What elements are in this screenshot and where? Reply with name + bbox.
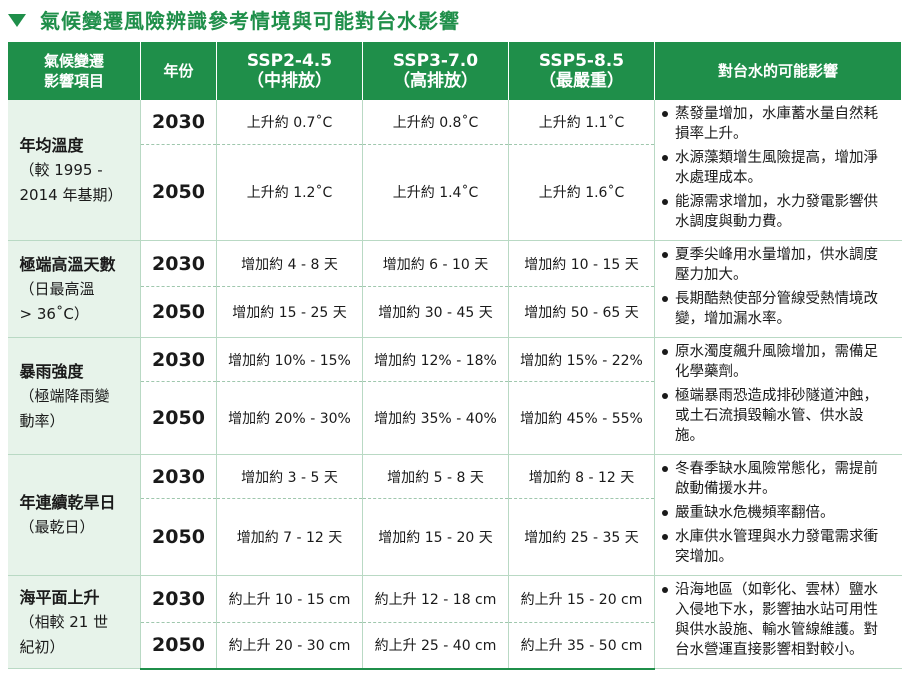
impact-item: 水源藻類增生風險提高，增加淨水處理成本。 [661, 148, 892, 188]
value-cell: 增加約 15 - 25 天 [216, 286, 363, 338]
value-cell: 約上升 35 - 50 cm [508, 622, 655, 670]
value-cell: 增加約 30 - 45 天 [362, 286, 509, 338]
item-cell: 海平面上升 （相較 21 世 紀初） [7, 575, 141, 669]
impact-cell: 原水濁度飆升風險增加，需備足化學藥劑。 極端暴雨恐造成排砂隧道沖蝕，或土石流損毀… [654, 337, 902, 455]
impact-cell: 夏季尖峰用水量增加，供水調度壓力加大。 長期酷熱使部分管線受熱情境改變，增加漏水… [654, 240, 902, 338]
header-ssp370: SSP3-7.0 （高排放） [362, 42, 509, 100]
impact-cell: 蒸發量增加，水庫蓄水量自然耗損率上升。 水源藻類增生風險提高，增加淨水處理成本。… [654, 100, 902, 241]
year-cell: 2030 [140, 100, 217, 145]
table-row: 2050 增加約 15 - 25 天 增加約 30 - 45 天 增加約 50 … [8, 286, 902, 338]
value-cell: 增加約 15% - 22% [508, 337, 655, 383]
impact-item: 能源需求增加，水力發電影響供水調度與動力費。 [661, 192, 892, 232]
value-cell: 增加約 45% - 55% [508, 381, 655, 455]
year-cell: 2050 [140, 622, 217, 670]
value-cell: 上升約 0.8˚C [362, 100, 509, 145]
value-cell: 增加約 6 - 10 天 [362, 240, 509, 288]
year-cell: 2050 [140, 144, 217, 242]
value-cell: 增加約 10 - 15 天 [508, 240, 655, 288]
table-row: 暴雨強度 （極端降雨變 動率） 2030 增加約 10% - 15% 增加約 1… [7, 337, 902, 455]
value-cell: 約上升 20 - 30 cm [216, 622, 363, 670]
impact-item: 原水濁度飆升風險增加，需備足化學藥劑。 [661, 342, 892, 382]
header-ssp245: SSP2-4.5 （中排放） [216, 42, 363, 100]
header-item: 氣候變遷 影響項目 [7, 42, 141, 100]
impact-item: 長期酷熱使部分管線受熱情境改變，增加漏水率。 [661, 289, 892, 329]
impact-item: 夏季尖峰用水量增加，供水調度壓力加大。 [661, 245, 892, 285]
header-ssp585: SSP5-8.5 （最嚴重） [508, 42, 655, 100]
year-cell: 2050 [140, 498, 217, 576]
item-cell: 年連續乾旱日 （最乾日） [7, 454, 141, 576]
year-cell: 2030 [140, 240, 217, 288]
impact-cell: 冬春季缺水風險常態化，需提前啟動備援水井。 嚴重缺水危機頻率翻倍。 水庫供水管理… [654, 454, 902, 576]
item-cell: 暴雨強度 （極端降雨變 動率） [7, 337, 141, 455]
year-cell: 2030 [140, 454, 217, 500]
page-title: 氣候變遷風險辨識參考情境與可能對台水影響 [40, 8, 460, 33]
header-year: 年份 [140, 42, 217, 100]
table-row: 年連續乾旱日 （最乾日） 2030 增加約 3 - 5 天 增加約 5 - 8 … [7, 454, 902, 576]
impact-item: 冬春季缺水風險常態化，需提前啟動備援水井。 [661, 459, 892, 499]
value-cell: 約上升 12 - 18 cm [362, 575, 509, 623]
table-row: 2050 增加約 7 - 12 天 增加約 15 - 20 天 增加約 25 -… [8, 498, 902, 576]
table-row: 海平面上升 （相較 21 世 紀初） 2030 約上升 10 - 15 cm 約… [7, 575, 902, 669]
title-bar: 氣候變遷風險辨識參考情境與可能對台水影響 [8, 4, 460, 34]
table-row: 2050 增加約 20% - 30% 增加約 35% - 40% 增加約 45%… [8, 381, 902, 455]
header-impact: 對台水的可能影響 [654, 42, 902, 100]
value-cell: 增加約 3 - 5 天 [216, 454, 363, 500]
item-cell: 極端高溫天數 （日最高溫 > 36˚C） [7, 240, 141, 338]
impact-item: 水庫供水管理與水力發電需求衝突增加。 [661, 527, 892, 567]
value-cell: 增加約 25 - 35 天 [508, 498, 655, 576]
year-cell: 2030 [140, 575, 217, 623]
value-cell: 約上升 25 - 40 cm [362, 622, 509, 670]
value-cell: 增加約 7 - 12 天 [216, 498, 363, 576]
value-cell: 增加約 4 - 8 天 [216, 240, 363, 288]
table-row: 2050 上升約 1.2˚C 上升約 1.4˚C 上升約 1.6˚C [8, 144, 902, 242]
value-cell: 增加約 10% - 15% [216, 337, 363, 383]
value-cell: 增加約 50 - 65 天 [508, 286, 655, 338]
impact-item: 蒸發量增加，水庫蓄水量自然耗損率上升。 [661, 104, 892, 144]
table-row: 2050 約上升 20 - 30 cm 約上升 25 - 40 cm 約上升 3… [8, 622, 902, 670]
value-cell: 上升約 1.1˚C [508, 100, 655, 145]
triangle-down-icon [8, 13, 26, 27]
impact-item: 嚴重缺水危機頻率翻倍。 [661, 503, 892, 523]
value-cell: 上升約 1.4˚C [362, 144, 509, 242]
value-cell: 增加約 8 - 12 天 [508, 454, 655, 500]
item-cell: 年均溫度 （較 1995 - 2014 年基期） [7, 100, 141, 241]
value-cell: 增加約 20% - 30% [216, 381, 363, 455]
impact-cell: 沿海地區（如彰化、雲林）鹽水入侵地下水，影響抽水站可用性與供水設施、輸水管線維護… [654, 575, 902, 669]
value-cell: 增加約 35% - 40% [362, 381, 509, 455]
table-row: 極端高溫天數 （日最高溫 > 36˚C） 2030 增加約 4 - 8 天 增加… [7, 240, 902, 338]
year-cell: 2030 [140, 337, 217, 383]
year-cell: 2050 [140, 286, 217, 338]
value-cell: 增加約 5 - 8 天 [362, 454, 509, 500]
value-cell: 增加約 12% - 18% [362, 337, 509, 383]
impact-item: 極端暴雨恐造成排砂隧道沖蝕，或土石流損毀輸水管、供水設施。 [661, 386, 892, 446]
value-cell: 約上升 15 - 20 cm [508, 575, 655, 623]
impact-item: 沿海地區（如彰化、雲林）鹽水入侵地下水，影響抽水站可用性與供水設施、輸水管線維護… [661, 580, 892, 660]
value-cell: 上升約 1.6˚C [508, 144, 655, 242]
year-cell: 2050 [140, 381, 217, 455]
value-cell: 約上升 10 - 15 cm [216, 575, 363, 623]
header-row: 氣候變遷 影響項目 年份 SSP2-4.5 （中排放） SSP3-7.0 （高排放） … [7, 42, 902, 100]
table-row: 年均溫度 （較 1995 - 2014 年基期） 2030 上升約 0.7˚C … [7, 100, 902, 241]
climate-risk-table: 氣候變遷 影響項目 年份 SSP2-4.5 （中排放） SSP3-7.0 （高排放） … [7, 42, 902, 670]
value-cell: 上升約 0.7˚C [216, 100, 363, 145]
value-cell: 上升約 1.2˚C [216, 144, 363, 242]
value-cell: 增加約 15 - 20 天 [362, 498, 509, 576]
